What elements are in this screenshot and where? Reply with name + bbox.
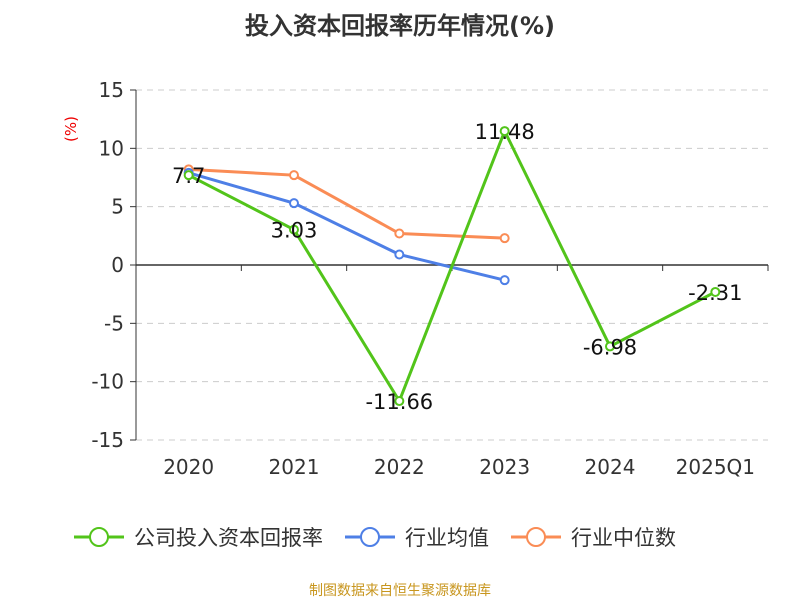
y-tick-label: -10 — [91, 370, 124, 394]
x-tick-label: 2020 — [163, 455, 214, 479]
y-tick-label: 0 — [111, 253, 124, 277]
legend-marker — [360, 527, 380, 547]
chart-title: 投入资本回报率历年情况(%) — [245, 12, 555, 40]
legend-label-2: 行业中位数 — [571, 526, 676, 550]
data-point — [499, 233, 510, 244]
series-line-1 — [188, 171, 506, 282]
y-tick-label: -15 — [91, 428, 124, 452]
data-point — [710, 286, 721, 297]
x-tick-label: 2024 — [585, 455, 636, 479]
data-point — [605, 341, 615, 352]
series-line-2 — [188, 167, 505, 240]
y-tick-label: 10 — [99, 136, 124, 160]
data-point — [394, 228, 405, 239]
x-tick-label: 2023 — [479, 455, 530, 479]
legend-marker — [89, 527, 109, 547]
data-label: 11.48 — [475, 120, 535, 144]
data-label: 3.03 — [271, 219, 318, 243]
data-label: -2.31 — [688, 281, 742, 305]
data-label: -11.66 — [365, 390, 433, 414]
legend-marker — [526, 527, 546, 547]
x-tick-label: 2022 — [374, 455, 425, 479]
data-point — [394, 396, 405, 407]
y-tick-label: 5 — [111, 195, 124, 219]
data-point — [183, 170, 194, 181]
data-point — [499, 126, 510, 137]
series-line-0 — [187, 127, 717, 405]
x-tick-label: 2021 — [269, 455, 320, 479]
y-tick-label: 15 — [99, 78, 124, 102]
data-point — [289, 170, 299, 181]
y-tick-label: -5 — [104, 311, 124, 335]
data-label: -6.98 — [583, 335, 637, 359]
data-point — [289, 224, 299, 235]
data-point — [394, 249, 405, 260]
legend-label-1: 行业均值 — [405, 526, 489, 550]
source-note: 制图数据来自恒生聚源数据库 — [309, 583, 491, 599]
legend-label-0: 公司投入资本回报率 — [134, 526, 323, 550]
data-point — [499, 275, 510, 286]
x-tick-label: 2025Q1 — [676, 455, 755, 479]
data-label: 7.7 — [172, 164, 205, 188]
data-point — [289, 198, 299, 209]
